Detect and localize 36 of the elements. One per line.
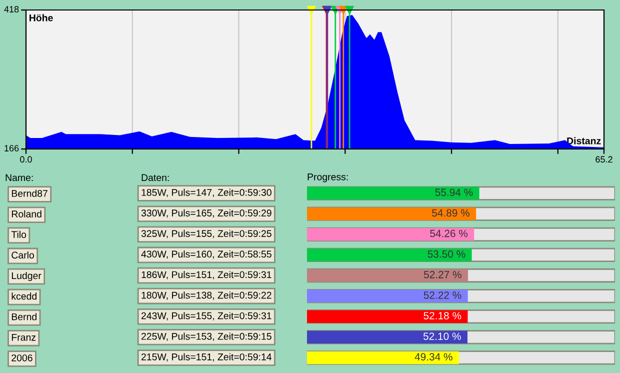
y-tick-label: Bernd87 [12, 190, 48, 197]
y-tick-label: 2006 [12, 354, 32, 362]
text: 186W, Puls=151, Zeit=0:59:31 [142, 270, 272, 280]
y-axis-title: Höhe [30, 14, 53, 22]
text: 330W, Puls=165, Zeit=0:59:29 [141, 209, 272, 218]
text: 180W, Puls=138, Zeit=0:59:22 [142, 292, 272, 300]
data-label: 49.34 % [414, 353, 452, 361]
data-label: 54.89 % [432, 209, 470, 217]
x-axis-title: Distanz [567, 137, 601, 144]
text: 243W, Puls=155, Zeit=0:59:31 [141, 312, 272, 320]
data-label: 52.22 % [424, 291, 462, 299]
y-tick-label: Franz [12, 334, 36, 341]
data-label: 52.27 % [424, 270, 462, 278]
data-label: 52.10 % [423, 332, 461, 340]
text: 185W, Puls=147, Zeit=0:59:30 [142, 188, 272, 198]
text: Daten: [142, 174, 169, 182]
y-tick-label: Bernd [12, 313, 36, 320]
y-tick-label: 418 [4, 6, 19, 12]
data-label: 52.18 % [424, 312, 462, 320]
y-tick-label: 166 [4, 145, 19, 152]
text: 325W, Puls=155, Zeit=0:59:25 [141, 230, 272, 238]
chart-title: Progress: [308, 174, 348, 182]
y-tick-label: kcedd [12, 292, 36, 300]
y-tick-label: Roland [12, 210, 42, 218]
data-label: 54.26 % [430, 230, 468, 238]
data-label: 53.50 % [428, 250, 466, 258]
x-tick-label: 0.0 [20, 156, 32, 163]
x-tick-label: 65.2 [596, 156, 612, 163]
y-tick-label: Carlo [12, 251, 34, 259]
y-tick-label: Ludger [12, 272, 42, 282]
y-axis-title: Name: [6, 174, 33, 182]
text: 225W, Puls=153, Zeit=0:59:15 [141, 332, 272, 341]
data-label: 55.94 % [435, 188, 473, 196]
text: 430W, Puls=160, Zeit=0:58:55 [141, 250, 272, 259]
text: 215W, Puls=151, Zeit=0:59:14 [141, 353, 272, 362]
y-tick-label: Tilo [11, 230, 26, 238]
